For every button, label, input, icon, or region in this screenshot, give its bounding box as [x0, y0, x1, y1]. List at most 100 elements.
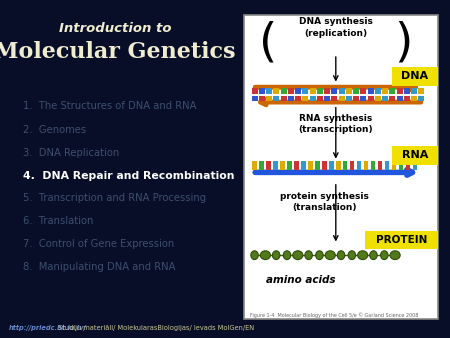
Text: RNA synthesis: RNA synthesis [299, 114, 373, 123]
Bar [399, 161, 403, 170]
Bar [259, 88, 265, 94]
Bar [378, 161, 382, 170]
Bar [252, 96, 257, 101]
Ellipse shape [293, 251, 303, 260]
Bar [252, 88, 257, 94]
Text: Figure 1-4  Molecular Biology of the Cell 5/e © Garland Science 2008: Figure 1-4 Molecular Biology of the Cell… [250, 312, 418, 318]
Ellipse shape [316, 251, 323, 260]
Text: ): ) [395, 20, 413, 66]
Bar [295, 88, 301, 94]
Bar [346, 96, 352, 101]
Ellipse shape [272, 251, 280, 260]
Bar [280, 161, 285, 170]
Bar [294, 161, 299, 170]
Bar [364, 161, 369, 170]
Ellipse shape [390, 251, 400, 260]
Bar [346, 88, 352, 94]
Bar [324, 88, 330, 94]
Bar [368, 96, 374, 101]
Ellipse shape [283, 251, 291, 260]
Bar [360, 96, 366, 101]
Bar [385, 161, 389, 170]
Ellipse shape [325, 251, 335, 260]
Text: PROTEIN: PROTEIN [376, 235, 428, 245]
Text: amino acids: amino acids [266, 275, 335, 285]
Text: (: ( [259, 20, 277, 66]
Bar [302, 96, 308, 101]
Bar [375, 88, 381, 94]
Text: http://priedc.bt.lu.lv/: http://priedc.bt.lu.lv/ [9, 325, 87, 331]
Bar [273, 161, 278, 170]
Text: Introduction to: Introduction to [59, 22, 171, 35]
Bar [331, 96, 338, 101]
Text: 7.  Control of Gene Expression: 7. Control of Gene Expression [23, 239, 174, 249]
Bar [338, 96, 345, 101]
Bar [288, 96, 294, 101]
Bar [301, 161, 306, 170]
Bar [336, 161, 341, 170]
Text: DNA synthesis: DNA synthesis [299, 18, 373, 26]
Text: (replication): (replication) [304, 29, 367, 38]
Bar [392, 161, 396, 170]
Bar [331, 88, 338, 94]
Bar [353, 96, 359, 101]
Bar [266, 88, 272, 94]
Bar [368, 88, 374, 94]
Bar [287, 161, 292, 170]
Bar [411, 88, 417, 94]
Bar [396, 96, 403, 101]
Bar [315, 161, 320, 170]
Bar [317, 96, 323, 101]
Bar [338, 88, 345, 94]
Bar [310, 96, 315, 101]
Text: RNA: RNA [402, 150, 428, 161]
Bar [405, 161, 410, 170]
Bar [308, 161, 313, 170]
Bar [411, 96, 417, 101]
Bar [350, 161, 355, 170]
Bar [382, 88, 388, 94]
Text: 4.  DNA Repair and Recombination: 4. DNA Repair and Recombination [23, 171, 234, 181]
Bar [343, 161, 347, 170]
Bar [396, 88, 403, 94]
Text: protein synthesis: protein synthesis [280, 192, 369, 201]
Bar [273, 96, 279, 101]
Text: 6.  Translation: 6. Translation [23, 216, 94, 226]
Text: (transcription): (transcription) [298, 125, 373, 134]
Bar [324, 96, 330, 101]
FancyBboxPatch shape [365, 231, 438, 249]
Bar [273, 88, 279, 94]
Bar [280, 96, 287, 101]
Text: (translation): (translation) [292, 203, 357, 212]
Bar [357, 161, 361, 170]
Bar [375, 96, 381, 101]
Bar [295, 96, 301, 101]
Bar [302, 88, 308, 94]
Text: 8.  Manipulating DNA and RNA: 8. Manipulating DNA and RNA [23, 262, 176, 272]
Ellipse shape [358, 251, 368, 260]
Bar [329, 161, 333, 170]
Bar [389, 88, 396, 94]
Bar [266, 161, 271, 170]
Text: 1.  The Structures of DNA and RNA: 1. The Structures of DNA and RNA [23, 101, 197, 112]
Bar [322, 161, 327, 170]
Ellipse shape [348, 251, 356, 260]
Ellipse shape [381, 251, 388, 260]
FancyBboxPatch shape [392, 146, 438, 165]
Text: DNA: DNA [401, 71, 428, 81]
Bar [418, 88, 424, 94]
Bar [382, 96, 388, 101]
Text: 2.  Genomes: 2. Genomes [23, 125, 86, 135]
Ellipse shape [370, 251, 377, 260]
Bar [266, 96, 272, 101]
Text: 5.  Transcription and RNA Processing: 5. Transcription and RNA Processing [23, 193, 206, 203]
Bar [353, 88, 359, 94]
FancyBboxPatch shape [392, 67, 438, 86]
Bar [404, 96, 410, 101]
Bar [310, 88, 315, 94]
Bar [280, 88, 287, 94]
Bar [259, 161, 264, 170]
Bar [288, 88, 294, 94]
Bar [389, 96, 396, 101]
Ellipse shape [251, 251, 258, 260]
